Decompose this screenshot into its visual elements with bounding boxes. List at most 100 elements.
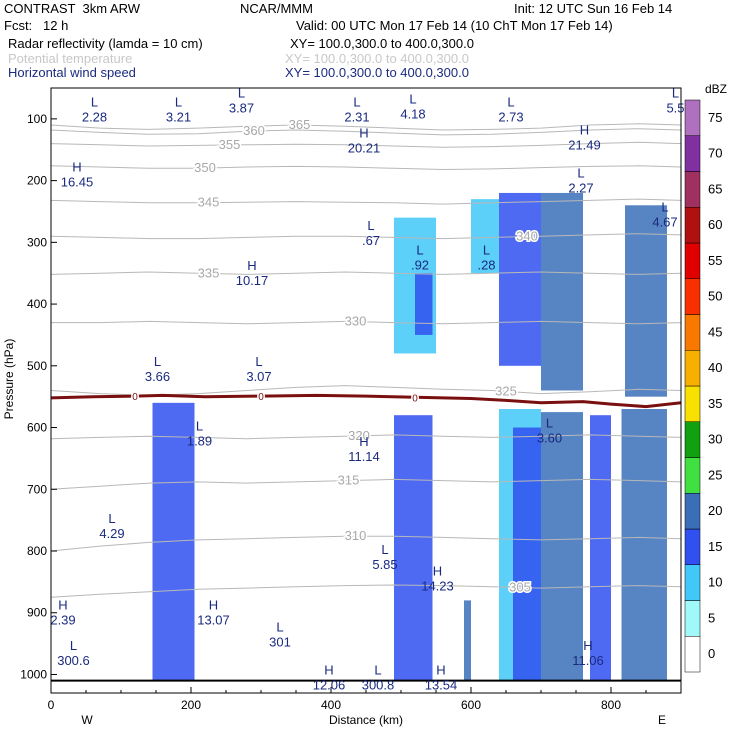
colorbar-swatch bbox=[684, 242, 701, 279]
theta-contour-label: 305 bbox=[509, 580, 531, 595]
wind-max-marker: H bbox=[583, 638, 592, 653]
theta-contour-label: 320 bbox=[348, 428, 370, 443]
reflectivity-cell bbox=[621, 409, 667, 681]
x-tick-label: 800 bbox=[601, 698, 621, 712]
wind-min-marker: L bbox=[661, 199, 668, 214]
wind-min-marker: L bbox=[507, 95, 514, 110]
wind-extremum-value: 3.60 bbox=[537, 431, 562, 446]
wind-max-marker: H bbox=[359, 125, 368, 140]
theta-contour-label: 315 bbox=[338, 473, 360, 488]
theta-contour-label: 345 bbox=[198, 195, 220, 210]
colorbar-swatch bbox=[684, 528, 701, 565]
wind-max-marker: H bbox=[433, 564, 442, 579]
colorbar-label: 30 bbox=[708, 432, 722, 447]
colorbar-label: 20 bbox=[708, 503, 722, 518]
colorbar-swatch bbox=[684, 314, 701, 351]
wind-max-marker: H bbox=[209, 598, 218, 613]
wind-min-marker: L bbox=[353, 95, 360, 110]
theta-contour-label: 365 bbox=[289, 117, 311, 132]
theta-contour bbox=[50, 198, 682, 205]
field-label-theta: Potential temperature bbox=[8, 51, 133, 66]
colorbar-label: 5 bbox=[708, 610, 715, 625]
wind-extremum-value: 4.29 bbox=[99, 526, 124, 541]
reflectivity-cell bbox=[471, 199, 499, 274]
wind-max-marker: H bbox=[324, 662, 333, 677]
wind-extremum-value: 16.45 bbox=[61, 174, 94, 189]
y-tick-label: 1000 bbox=[20, 667, 47, 681]
colorbar-label: 55 bbox=[708, 253, 722, 268]
wind-min-marker: L bbox=[255, 354, 262, 369]
theta-contour bbox=[50, 141, 682, 148]
reflectivity-cells bbox=[152, 192, 667, 681]
org-label: NCAR/MMM bbox=[240, 1, 313, 16]
wind-extremum-value: 2.39 bbox=[50, 613, 75, 628]
reflectivity-cell bbox=[394, 415, 433, 681]
reflectivity-cell bbox=[590, 415, 611, 681]
wind-max-marker: H bbox=[58, 598, 67, 613]
y-tick-label: 900 bbox=[27, 606, 47, 620]
colorbar-swatch bbox=[684, 278, 701, 315]
reflectivity-cell bbox=[513, 427, 541, 681]
wind-min-marker: L bbox=[546, 416, 553, 431]
wind-extremum-value: 20.21 bbox=[348, 140, 381, 155]
y-tick-label: 300 bbox=[27, 235, 47, 249]
wind-min-marker: L bbox=[409, 91, 416, 106]
freezing-level-label: 0 bbox=[132, 392, 138, 403]
wind-min-marker: L bbox=[672, 85, 679, 100]
y-tick-label: 100 bbox=[27, 112, 47, 126]
colorbar-label: 70 bbox=[708, 146, 722, 161]
theta-contour-label: 330 bbox=[345, 314, 367, 329]
wind-extremum-value: 3.66 bbox=[145, 369, 170, 384]
wind-min-marker: L bbox=[374, 662, 381, 677]
wind-extremum-value: 1.89 bbox=[187, 434, 212, 449]
wind-extremum-value: 14.23 bbox=[421, 579, 454, 594]
wind-min-marker: L bbox=[91, 95, 98, 110]
freezing-level-label: 0 bbox=[258, 392, 264, 403]
theta-contour bbox=[50, 165, 682, 171]
theta-contour bbox=[50, 584, 682, 598]
forecast-hour: Fcst: 12 h bbox=[4, 18, 69, 33]
theta-contour bbox=[50, 233, 682, 240]
wind-extremum-value: 3.87 bbox=[229, 100, 254, 115]
axes: 100 200 300 400 500 600 700 800 900 1000 0 200 400 60… bbox=[20, 112, 682, 712]
colorbar-swatch bbox=[684, 350, 701, 387]
field-label-wind: Horizontal wind speed bbox=[8, 65, 136, 80]
theta-contour-label: 310 bbox=[345, 528, 367, 543]
wind-extremum-value: 11.14 bbox=[348, 449, 380, 464]
wind-extremum-value: 11.06 bbox=[572, 653, 604, 668]
freezing-level-line bbox=[50, 393, 682, 409]
freezing-level: 0 0 0 bbox=[50, 391, 682, 682]
wind-min-marker: L bbox=[70, 638, 77, 653]
y-tick-label: 500 bbox=[27, 359, 47, 373]
colorbar-label: 0 bbox=[708, 646, 715, 661]
theta-contour-label: 350 bbox=[194, 160, 216, 175]
wind-extremum-value: .92 bbox=[411, 258, 429, 273]
y-tick-label: 700 bbox=[27, 482, 47, 496]
wind-max-marker: H bbox=[247, 258, 256, 273]
colorbar-label: 75 bbox=[708, 110, 722, 125]
theta-contour-label: 335 bbox=[198, 265, 220, 280]
wind-extremum-value: 5.5 bbox=[666, 100, 684, 115]
wind-extremum-value: 3.07 bbox=[246, 369, 271, 384]
wind-min-marker: L bbox=[276, 619, 283, 634]
theta-contour bbox=[50, 535, 682, 552]
colorbar-swatch bbox=[684, 600, 701, 637]
wind-min-marker: L bbox=[196, 419, 203, 434]
theta-contour-label: 360 bbox=[243, 123, 265, 138]
field-xy-wind: XY= 100.0,300.0 to 400.0,300.0 bbox=[285, 65, 469, 80]
field-label-reflectivity: Radar reflectivity (lamda = 10 cm) bbox=[8, 36, 203, 51]
wind-extremum-value: 13.54 bbox=[425, 677, 458, 692]
colorbar: 0 5 10 15 20 25 30 35 40 45 50 55 60 65 70 75 bbox=[684, 99, 722, 673]
wind-min-marker: L bbox=[483, 243, 490, 258]
colorbar-swatch bbox=[684, 207, 701, 244]
reflectivity-cell bbox=[464, 600, 471, 681]
wind-min-marker: L bbox=[416, 243, 423, 258]
wind-extremum-value: 5.85 bbox=[372, 557, 397, 572]
wind-extremum-value: 4.18 bbox=[400, 106, 425, 121]
wind-extremum-value: 21.49 bbox=[568, 137, 601, 152]
wind-extremum-value: 2.73 bbox=[498, 110, 523, 125]
y-tick-label: 200 bbox=[27, 174, 47, 188]
y-axis-label: Pressure (hPa) bbox=[2, 339, 16, 420]
